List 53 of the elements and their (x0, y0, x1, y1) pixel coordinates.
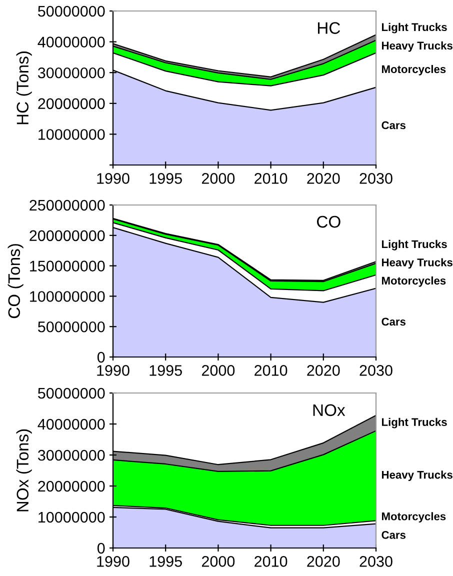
series-label: Heavy Trucks (382, 41, 452, 52)
x-tick-label: 1995 (150, 173, 182, 184)
series-label: Light Trucks (382, 418, 447, 428)
x-tick-label: 2010 (254, 365, 288, 376)
x-tick-label: 1995 (150, 556, 182, 567)
x-tick-label: 2020 (307, 365, 340, 376)
y-tick-label: 40000000 (38, 418, 105, 430)
x-tick-label: 2000 (202, 365, 235, 376)
series-label: Cars (382, 121, 406, 130)
y-tick-label: 150000000 (30, 260, 105, 272)
x-tick-label: 1990 (97, 365, 130, 376)
x-tick-label: 2000 (202, 556, 235, 567)
y-tick-label: 10000000 (38, 512, 105, 523)
series-label: Cars (382, 318, 406, 326)
x-tick-label: 2020 (307, 556, 340, 567)
y-tick-label: 0 (97, 352, 105, 363)
x-tick-label: 1995 (150, 365, 182, 376)
x-tick-label: 2030 (360, 365, 392, 376)
y-tick-label: 50000000 (38, 321, 105, 332)
y-axis-title: HC (Tons) (16, 52, 32, 124)
series-label: Motorcycles (382, 512, 446, 522)
text: CO (317, 216, 340, 228)
y-tick-label: 50000000 (38, 6, 105, 17)
y-tick-label: 30000000 (38, 450, 105, 461)
text: HC (318, 22, 340, 34)
series-label: Light Trucks (382, 240, 447, 250)
y-tick-label: 50000000 (38, 388, 105, 399)
y-axis-title: CO (Tons) (8, 244, 24, 318)
y-tick-label: 10000000 (38, 129, 105, 140)
series-label: Heavy Trucks (382, 470, 452, 481)
y-tick-label: 200000000 (30, 230, 105, 242)
x-tick-label: 2000 (202, 173, 235, 184)
series-label: Light Trucks (382, 22, 447, 34)
x-tick-label: 2010 (254, 173, 288, 184)
y-tick-label: 20000000 (38, 98, 105, 110)
y-tick-label: 0 (97, 542, 105, 554)
series-label: Heavy Trucks (382, 258, 452, 269)
x-tick-label: 1990 (97, 173, 130, 184)
x-tick-label: 2010 (254, 556, 288, 567)
x-tick-label: 1990 (97, 556, 130, 567)
text: NOx (313, 404, 346, 416)
y-tick-label: 250000000 (30, 200, 105, 211)
x-tick-label: 2030 (360, 173, 392, 184)
y-tick-label: 40000000 (38, 36, 105, 48)
series-label: Motorcycles (382, 276, 446, 287)
y-tick-label: 30000000 (38, 67, 105, 78)
x-tick-label: 2030 (360, 556, 392, 567)
y-axis-title: NOx (Tons) (16, 429, 32, 512)
x-tick-label: 2020 (307, 173, 340, 184)
series-label: Cars (382, 531, 406, 539)
series-label: Motorcycles (382, 64, 446, 76)
y-tick-label: 20000000 (38, 480, 105, 492)
y-tick-label: 100000000 (30, 291, 105, 302)
